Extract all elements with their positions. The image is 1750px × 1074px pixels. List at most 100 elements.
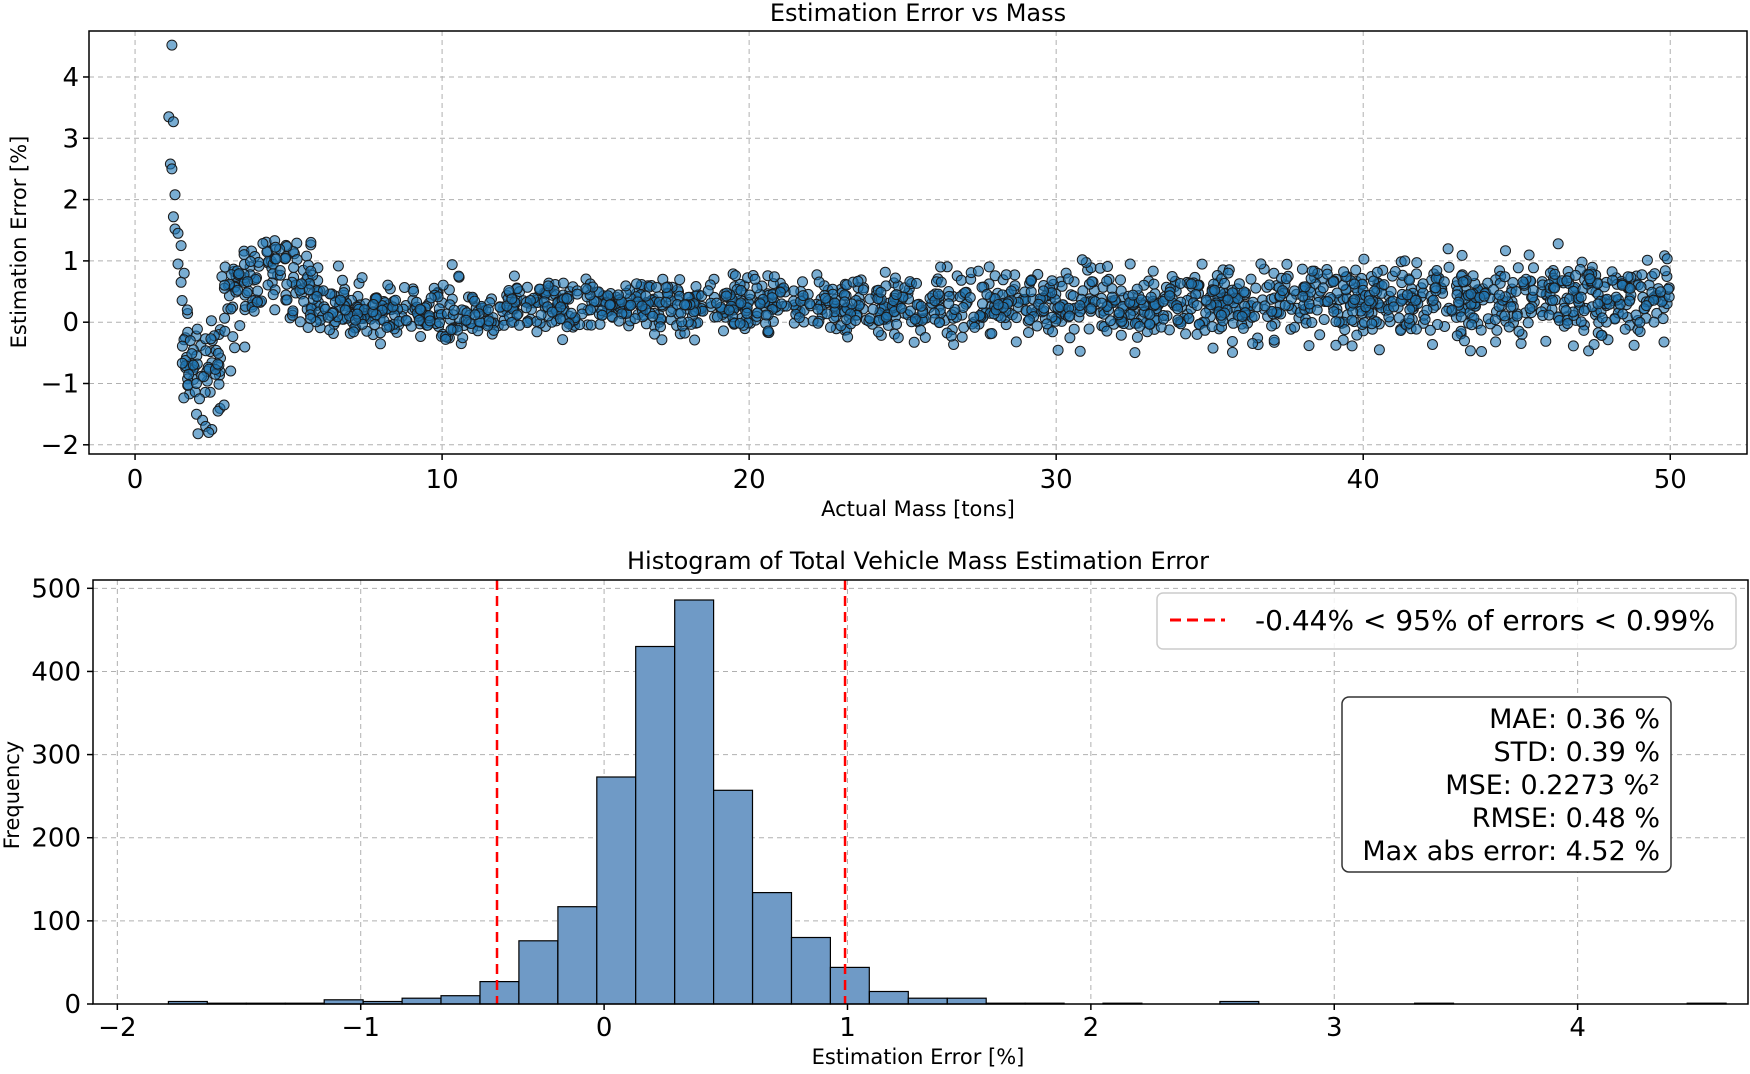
scatter-point (1113, 307, 1125, 319)
stats-box-frame (1341, 696, 1672, 873)
scatter-point (212, 358, 224, 370)
scatter-point (415, 331, 427, 342)
scatter-point (1475, 324, 1487, 336)
scatter-point (1041, 318, 1053, 330)
scatter-point (1419, 313, 1431, 325)
scatter-point (650, 281, 662, 293)
scatter-point (178, 267, 190, 279)
scatter-point (1601, 293, 1613, 305)
scatter-point (1503, 321, 1515, 333)
scatter-point (1145, 291, 1157, 303)
scatter-point (945, 330, 957, 342)
scatter-point (1427, 339, 1438, 350)
scatter-point (1366, 318, 1378, 330)
histogram-x-tick-label: 1 (839, 1013, 856, 1043)
scatter-point (1064, 310, 1076, 322)
histogram-x-tick-label: 0 (596, 1013, 613, 1043)
scatter-point (513, 319, 525, 331)
scatter-point (557, 334, 569, 346)
scatter-point (233, 268, 245, 280)
scatter-point (1624, 282, 1636, 294)
histogram-bar (751, 891, 793, 1005)
scatter-point (1363, 295, 1375, 307)
histogram-bar (401, 997, 442, 1005)
scatter-point (580, 283, 592, 295)
scatter-point (674, 274, 686, 286)
scatter-point (1443, 261, 1455, 273)
histogram-bar (907, 997, 948, 1005)
scatter-point (1131, 331, 1143, 343)
stat-rmse: RMSE: 0.48 % (1472, 803, 1660, 834)
scatter-x-tick-label: 30 (1040, 465, 1073, 495)
scatter-point (825, 321, 836, 333)
scatter-point (689, 334, 701, 346)
scatter-point (192, 428, 204, 440)
scatter-point (660, 296, 672, 308)
scatter-point (1129, 347, 1141, 359)
scatter-point (889, 272, 901, 284)
scatter-point (821, 308, 833, 320)
scatter-point (1575, 316, 1587, 328)
scatter-point (213, 378, 225, 390)
histogram-x-label: Estimation Error [%] (812, 1045, 1025, 1069)
scatter-point (1476, 346, 1487, 357)
scatter-point (718, 325, 729, 337)
scatter-point (649, 328, 660, 340)
scatter-point (324, 324, 335, 336)
scatter-point (356, 272, 368, 284)
scatter-point (281, 278, 293, 290)
scatter-point (1115, 274, 1126, 286)
scatter-point (629, 313, 641, 325)
scatter-point (986, 328, 998, 339)
scatter-point (181, 304, 193, 316)
scatter-point (1115, 329, 1127, 341)
scatter-point (1490, 336, 1502, 348)
scatter-frame (88, 30, 1748, 455)
scatter-point (631, 278, 642, 290)
scatter-point (175, 276, 187, 288)
scatter-point (1321, 268, 1333, 280)
scatter-point (1233, 278, 1245, 290)
scatter-point (1280, 273, 1292, 285)
scatter-point (1011, 312, 1022, 324)
scatter-y-tick-label: 1 (62, 247, 79, 277)
scatter-point (542, 280, 554, 292)
scatter-point (819, 292, 831, 304)
scatter-point (754, 298, 766, 310)
scatter-point (1457, 276, 1469, 288)
scatter-point (1299, 281, 1311, 293)
scatter-point (434, 317, 445, 329)
scatter-point (1144, 308, 1156, 320)
scatter-point (972, 265, 984, 277)
scatter-point (176, 357, 188, 369)
scatter-point (322, 311, 334, 323)
scatter-point (1511, 310, 1523, 322)
scatter-point (911, 277, 922, 289)
scatter-point (1025, 275, 1037, 287)
scatter-point (864, 312, 876, 324)
scatter-point (178, 392, 190, 404)
scatter-point (1442, 243, 1454, 255)
scatter-point (850, 315, 862, 326)
scatter-point (1076, 254, 1088, 266)
scatter-point (1657, 313, 1669, 325)
scatter-point (594, 318, 606, 330)
scatter-point (287, 305, 299, 317)
scatter-point (1552, 238, 1564, 250)
scatter-point (1655, 286, 1666, 298)
scatter-point (166, 163, 178, 175)
scatter-point (225, 303, 237, 315)
scatter-point (1127, 289, 1139, 301)
scatter-point (229, 342, 241, 354)
scatter-point (1575, 291, 1587, 303)
scatter-point (280, 252, 291, 264)
scatter-point (176, 340, 188, 352)
histogram-title: Histogram of Total Vehicle Mass Estimati… (627, 547, 1209, 575)
scatter-point (1183, 312, 1195, 324)
scatter-point (895, 302, 907, 314)
scatter-point (679, 299, 691, 311)
scatter-point (730, 270, 741, 282)
scatter-point (1330, 339, 1342, 351)
scatter-y-tick-label: 3 (62, 124, 79, 154)
scatter-point (880, 311, 892, 323)
